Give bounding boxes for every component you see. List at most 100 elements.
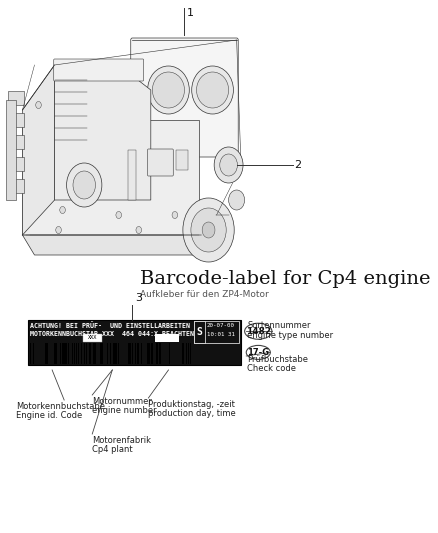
Bar bbox=[148, 343, 149, 364]
Bar bbox=[8, 179, 24, 193]
Bar bbox=[83, 334, 102, 342]
Text: 1: 1 bbox=[187, 8, 194, 18]
Bar bbox=[46, 343, 47, 364]
Circle shape bbox=[73, 171, 95, 199]
Bar bbox=[107, 343, 108, 364]
Bar bbox=[151, 343, 152, 364]
Bar bbox=[33, 343, 34, 364]
Bar bbox=[135, 343, 137, 364]
Bar bbox=[159, 343, 161, 364]
Bar bbox=[93, 343, 95, 364]
Bar bbox=[57, 343, 58, 364]
FancyBboxPatch shape bbox=[148, 149, 173, 176]
Bar bbox=[84, 343, 85, 364]
Bar bbox=[76, 343, 77, 364]
Polygon shape bbox=[22, 65, 55, 235]
Bar bbox=[177, 150, 188, 170]
Bar bbox=[149, 343, 150, 364]
Bar bbox=[90, 343, 92, 364]
Circle shape bbox=[220, 154, 237, 176]
Circle shape bbox=[67, 163, 102, 207]
Bar bbox=[28, 320, 240, 365]
Bar bbox=[157, 343, 158, 364]
Bar bbox=[137, 343, 138, 364]
Circle shape bbox=[214, 147, 243, 183]
Bar bbox=[152, 343, 153, 364]
Bar bbox=[188, 343, 189, 364]
Bar bbox=[8, 135, 24, 149]
Ellipse shape bbox=[148, 66, 189, 114]
Bar bbox=[92, 343, 93, 364]
Text: production day, time: production day, time bbox=[148, 409, 236, 418]
Text: Motorenfabrik: Motorenfabrik bbox=[92, 436, 151, 445]
Text: Produktionstag, -zeit: Produktionstag, -zeit bbox=[148, 400, 235, 409]
Ellipse shape bbox=[245, 323, 272, 339]
Circle shape bbox=[60, 206, 65, 214]
Bar bbox=[182, 343, 184, 364]
Bar bbox=[22, 120, 199, 235]
Bar bbox=[86, 343, 87, 364]
Text: Motorkennbuchstabe: Motorkennbuchstabe bbox=[16, 402, 105, 411]
Bar bbox=[7, 100, 16, 200]
Text: 1482: 1482 bbox=[246, 327, 271, 336]
Text: Prüfbuchstabe: Prüfbuchstabe bbox=[247, 355, 308, 364]
Bar bbox=[95, 343, 96, 364]
Bar bbox=[65, 343, 67, 364]
Bar bbox=[81, 343, 82, 364]
Bar bbox=[169, 343, 170, 364]
FancyBboxPatch shape bbox=[131, 38, 238, 157]
Ellipse shape bbox=[197, 72, 229, 108]
Circle shape bbox=[136, 227, 141, 233]
Text: Engine id. Code: Engine id. Code bbox=[16, 411, 82, 420]
Bar bbox=[166, 343, 167, 364]
Ellipse shape bbox=[192, 66, 233, 114]
Bar bbox=[52, 343, 53, 364]
Bar bbox=[156, 343, 157, 364]
Bar bbox=[60, 343, 61, 364]
Bar bbox=[132, 343, 133, 364]
Circle shape bbox=[172, 212, 178, 219]
Text: 20-07-00: 20-07-00 bbox=[207, 323, 235, 328]
Text: Cp4 plant: Cp4 plant bbox=[92, 445, 133, 454]
Bar bbox=[128, 343, 129, 364]
Bar bbox=[128, 150, 136, 200]
Bar bbox=[54, 343, 56, 364]
Polygon shape bbox=[55, 65, 151, 200]
Bar bbox=[67, 343, 68, 364]
Text: 10:01 31: 10:01 31 bbox=[207, 332, 235, 336]
Text: MOTORKENNBUCHSTAB XXX  464 044:X BEACHTEN: MOTORKENNBUCHSTAB XXX 464 044:X BEACHTEN bbox=[31, 331, 194, 337]
Text: Aufkleber für den ZP4-Motor: Aufkleber für den ZP4-Motor bbox=[140, 290, 269, 299]
Text: engine type number: engine type number bbox=[247, 331, 333, 340]
Text: engine number: engine number bbox=[92, 406, 157, 415]
Bar bbox=[100, 343, 102, 364]
Circle shape bbox=[56, 227, 61, 233]
Bar bbox=[190, 343, 191, 364]
Text: 17-G: 17-G bbox=[247, 348, 269, 357]
Bar bbox=[8, 91, 24, 105]
Bar bbox=[62, 343, 64, 364]
Bar bbox=[8, 157, 24, 171]
Bar bbox=[176, 343, 177, 364]
Text: 2: 2 bbox=[294, 160, 301, 170]
Polygon shape bbox=[22, 235, 203, 255]
Bar bbox=[194, 321, 239, 343]
Circle shape bbox=[183, 198, 234, 262]
Text: Barcode-label for Cp4 engine: Barcode-label for Cp4 engine bbox=[140, 270, 431, 288]
Bar bbox=[113, 343, 115, 364]
Circle shape bbox=[35, 101, 41, 109]
Bar bbox=[64, 343, 65, 364]
Bar bbox=[129, 343, 130, 364]
Ellipse shape bbox=[246, 345, 270, 359]
Bar bbox=[115, 343, 117, 364]
Bar bbox=[47, 343, 48, 364]
Circle shape bbox=[191, 208, 226, 252]
Bar bbox=[141, 343, 142, 364]
Ellipse shape bbox=[152, 72, 184, 108]
Circle shape bbox=[202, 222, 215, 238]
Bar bbox=[78, 343, 79, 364]
Text: ACHTUNG! BEI PRÜF-  UND EINSTELLARBEITEN: ACHTUNG! BEI PRÜF- UND EINSTELLARBEITEN bbox=[31, 322, 191, 329]
Bar bbox=[145, 343, 146, 364]
Bar bbox=[147, 343, 148, 364]
Circle shape bbox=[116, 212, 121, 219]
Bar bbox=[194, 321, 205, 343]
